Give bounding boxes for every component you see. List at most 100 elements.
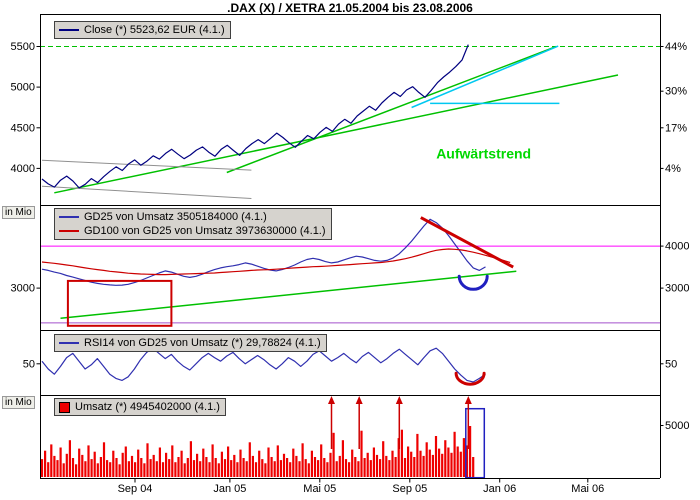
volume-bar xyxy=(106,460,109,477)
volume-bar xyxy=(137,449,140,477)
volume-bar xyxy=(282,453,286,477)
trend-line xyxy=(226,45,557,174)
volume-bar xyxy=(174,462,177,477)
volume-bar xyxy=(165,452,168,477)
volume-bar xyxy=(379,459,382,477)
volume-bar xyxy=(313,457,317,477)
volume-bar xyxy=(90,459,93,477)
volume-bar xyxy=(99,457,102,477)
gd-legend: GD25 von Umsatz 3505184000 (4.1.) GD100 … xyxy=(54,208,332,240)
axis-tick-label: 50 xyxy=(665,358,677,370)
volume-bar xyxy=(158,447,161,477)
annotation-arc xyxy=(454,371,486,386)
trend-line xyxy=(60,270,517,320)
month-label: Sep 04 xyxy=(118,483,153,495)
volume-bar xyxy=(295,455,298,477)
trend-line xyxy=(54,74,619,194)
volume-bar xyxy=(416,433,419,477)
volume-bar xyxy=(78,448,81,477)
volume-bar xyxy=(326,462,329,477)
volume-bar xyxy=(472,457,475,477)
umsatz-square-swatch xyxy=(59,401,70,413)
volume-bars xyxy=(40,426,475,477)
volume-bar xyxy=(403,458,407,477)
volume-bar xyxy=(40,459,44,477)
annotation-rect xyxy=(66,279,173,327)
gd25-line-swatch xyxy=(59,216,79,218)
volume-bar xyxy=(177,457,180,477)
volume-bar xyxy=(143,463,146,477)
month-label: Sep 05 xyxy=(392,483,427,495)
volume-bar xyxy=(344,459,348,477)
volume-bar xyxy=(453,431,456,477)
volume-bar xyxy=(444,440,447,477)
unit-label-volume-panel: in Mio xyxy=(2,396,35,409)
trend-annotation-label: Aufwärtstrend xyxy=(436,146,531,162)
volume-bar xyxy=(447,447,450,477)
volume-bar xyxy=(118,464,121,477)
volume-bar xyxy=(267,447,270,477)
axis-tick-label: 17% xyxy=(665,122,687,134)
up-arrow-head-icon xyxy=(355,396,363,404)
series-line xyxy=(41,347,486,383)
volume-bar xyxy=(65,453,68,477)
volume-bar xyxy=(186,458,189,477)
volume-bar xyxy=(388,460,391,477)
volume-bar xyxy=(459,451,462,477)
volume-bar xyxy=(53,455,56,477)
month-label: Jan 05 xyxy=(213,483,246,495)
up-arrow-head-icon xyxy=(464,396,472,404)
volume-bar xyxy=(375,454,379,477)
panel-gd xyxy=(40,216,660,327)
series-line xyxy=(41,218,486,286)
volume-bar xyxy=(397,438,400,477)
volume-bar xyxy=(223,459,227,477)
volume-bar xyxy=(434,436,438,477)
volume-bar xyxy=(236,462,239,477)
volume-bar xyxy=(407,446,410,477)
trend-line xyxy=(411,45,559,109)
rsi-legend-label: RSI14 von GD25 von Umsatz (*) 29,78824 (… xyxy=(84,337,321,349)
umsatz-legend-label: Umsatz (*) 4945402000 (4.1.) xyxy=(75,401,220,413)
volume-bar xyxy=(279,460,282,477)
volume-bar xyxy=(161,462,165,477)
trend-line-overlay xyxy=(420,216,514,269)
volume-bar xyxy=(134,462,137,477)
volume-bar xyxy=(310,450,313,477)
axis-tick-label: 44% xyxy=(665,41,687,53)
volume-bar xyxy=(220,451,223,477)
gd25-legend-label: GD25 von Umsatz 3505184000 (4.1.) xyxy=(84,211,267,223)
volume-bar xyxy=(425,442,428,477)
volume-bar xyxy=(261,459,264,477)
volume-bar xyxy=(140,458,143,477)
series-line xyxy=(41,44,469,189)
volume-bar xyxy=(456,446,459,477)
volume-bar xyxy=(171,445,174,477)
volume-bar xyxy=(264,463,267,477)
volume-bar xyxy=(121,452,124,477)
volume-bar xyxy=(84,461,87,477)
volume-bar xyxy=(242,458,245,477)
volume-bar xyxy=(248,442,251,477)
volume-bar xyxy=(462,438,465,477)
volume-bar xyxy=(441,453,444,477)
volume-bar xyxy=(413,457,416,477)
volume-bar xyxy=(87,445,90,477)
umsatz-legend: Umsatz (*) 4945402000 (4.1.) xyxy=(54,398,226,416)
axis-tick-label: 5000 xyxy=(665,420,689,432)
panel-price: Aufwärtstrend xyxy=(40,44,660,199)
volume-bar xyxy=(317,460,320,477)
axis-tick-label: 4500 xyxy=(11,122,35,134)
volume-bar xyxy=(438,448,441,477)
axis-tick-label: 3000 xyxy=(11,283,35,295)
gd100-line-swatch xyxy=(59,230,79,232)
volume-bar xyxy=(360,430,363,477)
volume-bar xyxy=(320,444,323,477)
volume-bar xyxy=(419,450,422,477)
volume-bar xyxy=(273,461,276,477)
volume-bar xyxy=(354,457,357,477)
volume-bar xyxy=(180,450,183,477)
volume-bar xyxy=(102,442,106,477)
